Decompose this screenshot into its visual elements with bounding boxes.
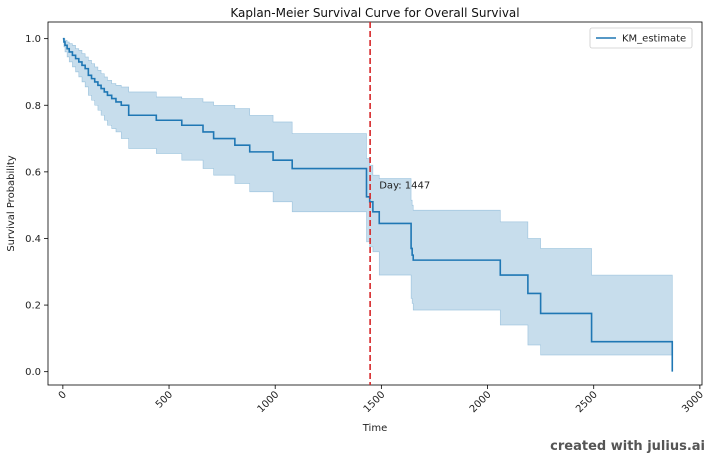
x-tick-label: 2500 xyxy=(574,389,600,415)
series-line-layer xyxy=(62,37,674,372)
legend-box xyxy=(589,27,693,49)
y-tick-label: 0.2 xyxy=(25,301,41,312)
legend-entry: KM_estimate xyxy=(622,34,686,45)
x-axis-label: Time xyxy=(362,423,387,434)
y-axis: 0.0 0.2 0.4 0.6 0.8 1.0 xyxy=(25,34,48,378)
y-tick-label: 1.0 xyxy=(25,34,41,45)
day-marker-label: Day: 1447 xyxy=(379,181,430,192)
x-tick-label: 2000 xyxy=(468,389,494,415)
y-tick-label: 0.8 xyxy=(25,101,41,112)
y-tick-label: 0.6 xyxy=(25,167,41,178)
km-estimate-line xyxy=(62,37,674,372)
chart-title: Kaplan-Meier Survival Curve for Overall … xyxy=(230,6,519,20)
plot-area xyxy=(47,21,703,386)
watermark: created with julius.ai xyxy=(550,439,705,454)
x-tick-label: 1500 xyxy=(362,389,388,415)
y-tick-label: 0.4 xyxy=(25,234,41,245)
x-axis: 0 500 1000 1500 2000 2500 3000 xyxy=(57,385,706,415)
annotation-layer: Day: 1447 xyxy=(369,22,430,385)
y-tick-label: 0.0 xyxy=(25,367,41,378)
legend: KM_estimate xyxy=(589,27,693,49)
y-axis-label: Survival Probability xyxy=(6,155,17,251)
x-tick-label: 0 xyxy=(57,389,69,401)
x-tick-label: 500 xyxy=(154,389,175,410)
x-tick-label: 1000 xyxy=(256,389,282,415)
x-tick-label: 3000 xyxy=(680,389,706,415)
